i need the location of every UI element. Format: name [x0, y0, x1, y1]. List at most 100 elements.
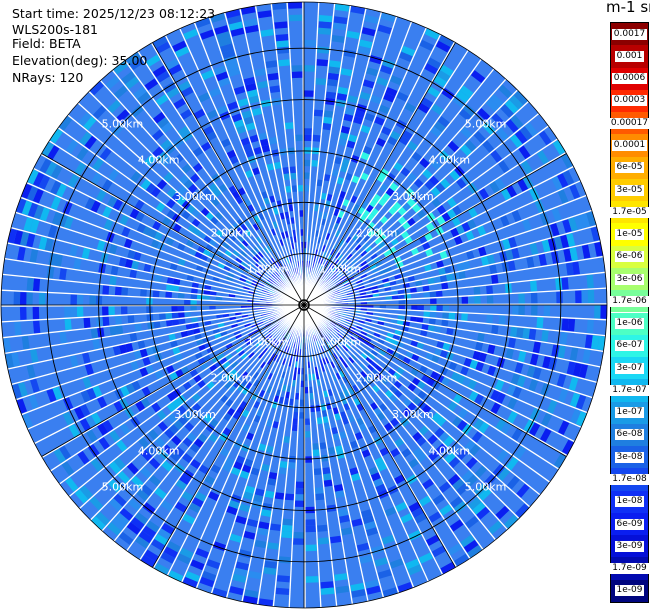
backscatter-gate: [372, 384, 380, 393]
backscatter-gate: [240, 443, 250, 453]
backscatter-gate: [370, 472, 381, 482]
backscatter-gate: [321, 273, 326, 280]
backscatter-gate: [278, 556, 291, 564]
backscatter-gate: [323, 174, 331, 182]
backscatter-gate: [140, 449, 153, 462]
backscatter-gate: [259, 138, 269, 147]
backscatter-gate: [186, 432, 197, 443]
backscatter-gate: [276, 40, 289, 48]
backscatter-gate: [385, 295, 393, 301]
backscatter-gate: [172, 319, 180, 326]
backscatter-gate: [171, 191, 182, 202]
backscatter-gate: [244, 24, 259, 34]
backscatter-gate: [11, 352, 20, 367]
backscatter-gate: [151, 539, 166, 551]
backscatter-gate: [486, 285, 493, 295]
backscatter-gate: [332, 275, 339, 281]
backscatter-gate: [346, 291, 354, 296]
ray-separator: [303, 180, 581, 306]
backscatter-gate: [226, 61, 239, 71]
backscatter-gate: [279, 148, 288, 156]
colorbar-cell: 0.00017: [608, 112, 650, 135]
backscatter-gate: [268, 472, 278, 480]
backscatter-gate: [118, 257, 127, 267]
backscatter-gate: [336, 322, 344, 327]
backscatter-gate: [379, 447, 390, 457]
backscatter-gate: [79, 131, 92, 146]
backscatter-gate: [192, 146, 204, 157]
ray-separator: [68, 304, 305, 498]
backscatter-gate: [254, 292, 262, 296]
backscatter-gate: [333, 16, 348, 25]
backscatter-gate: [52, 386, 63, 400]
backscatter-gate: [285, 185, 292, 193]
backscatter-gate: [247, 155, 257, 164]
backscatter-gate: [216, 105, 228, 115]
backscatter-gate: [329, 322, 336, 327]
backscatter-gate: [315, 493, 325, 501]
backscatter-gate: [305, 519, 316, 526]
backscatter-gate: [184, 421, 195, 432]
colorbar-cell: 1.7e-08: [610, 468, 649, 491]
backscatter-gate: [232, 380, 241, 389]
elevation-label: Elevation(deg): 35.00: [12, 53, 148, 68]
colorbar-tick-label: 3e-07: [614, 362, 645, 374]
backscatter-gate: [348, 265, 355, 272]
backscatter-gate: [13, 230, 23, 245]
backscatter-gate: [145, 364, 155, 375]
backscatter-gate: [206, 131, 217, 141]
backscatter-gate: [38, 175, 50, 190]
backscatter-gate: [84, 135, 97, 150]
backscatter-gate: [121, 71, 136, 85]
backscatter-gate: [318, 27, 332, 35]
backscatter-gate: [478, 246, 487, 257]
backscatter-gate: [91, 516, 106, 531]
azimuth-spoke: [41, 153, 305, 306]
backscatter-gate: [314, 487, 324, 494]
backscatter-gate: [26, 277, 34, 291]
backscatter-gate: [320, 192, 327, 200]
backscatter-gate: [224, 249, 233, 257]
backscatter-gate: [367, 342, 376, 350]
backscatter-gate: [141, 386, 151, 397]
ray-separator: [90, 304, 305, 521]
backscatter-gate: [243, 595, 258, 605]
backscatter-gate: [416, 436, 427, 447]
backscatter-gate: [215, 71, 229, 82]
backscatter-gate: [581, 290, 589, 304]
backscatter-gate: [388, 246, 397, 254]
backscatter-gate: [322, 467, 331, 475]
backscatter-gate: [566, 233, 576, 247]
backscatter-gate: [490, 402, 501, 415]
backscatter-gate: [357, 45, 371, 55]
backscatter-gate: [33, 205, 44, 220]
backscatter-gate: [195, 548, 209, 559]
backscatter-gate: [360, 273, 368, 279]
backscatter-gate: [257, 10, 272, 19]
backscatter-gate: [219, 357, 228, 365]
backscatter-gate: [214, 25, 229, 35]
backscatter-gate: [139, 348, 148, 358]
backscatter-gate: [580, 213, 590, 228]
backscatter-gate: [508, 337, 516, 349]
backscatter-gate: [76, 147, 89, 161]
backscatter-gate: [125, 343, 134, 353]
backscatter-gate: [216, 352, 225, 360]
backscatter-gate: [463, 357, 473, 368]
backscatter-gate: [223, 265, 231, 272]
backscatter-gate: [256, 220, 264, 229]
backscatter-gate: [32, 306, 40, 320]
backscatter-gate: [384, 506, 397, 517]
backscatter-gate: [311, 160, 319, 167]
backscatter-gate: [130, 517, 145, 530]
backscatter-gate: [190, 173, 200, 183]
backscatter-gate: [356, 267, 364, 274]
backscatter-gate: [352, 233, 360, 241]
backscatter-gate: [561, 318, 569, 331]
ray-separator: [181, 304, 305, 583]
backscatter-gate: [429, 311, 437, 318]
backscatter-gate: [241, 387, 249, 395]
nrays-label: NRays: 120: [12, 70, 84, 85]
backscatter-gate: [340, 68, 353, 77]
backscatter-gate: [436, 69, 451, 82]
